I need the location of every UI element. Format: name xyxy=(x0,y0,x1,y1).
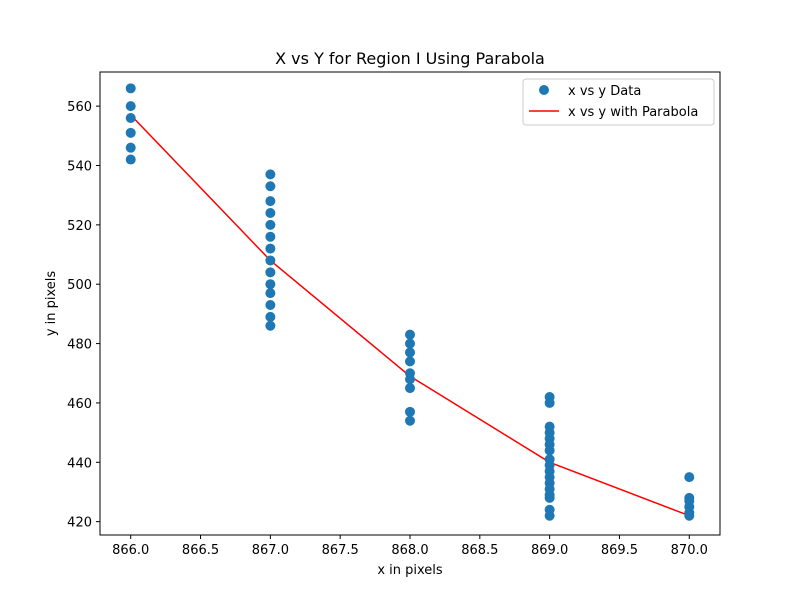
legend-label-scatter: x vs y Data xyxy=(568,84,641,99)
data-point xyxy=(125,101,136,112)
data-point xyxy=(265,169,276,180)
chart-title: X vs Y for Region I Using Parabola xyxy=(275,49,545,68)
legend-box xyxy=(522,78,715,126)
y-axis-label: y in pixels xyxy=(44,271,59,337)
x-axis-label: x in pixels xyxy=(377,563,443,578)
data-point xyxy=(544,445,555,456)
data-point xyxy=(125,142,136,153)
data-point xyxy=(265,288,276,299)
data-point xyxy=(265,219,276,230)
data-point xyxy=(405,347,415,358)
data-point xyxy=(265,243,276,254)
legend-label-line: x vs y with Parabola xyxy=(568,105,698,120)
y-tick-label: 520 xyxy=(67,219,92,234)
data-point xyxy=(405,383,415,394)
data-point xyxy=(265,207,276,218)
data-point xyxy=(125,113,136,124)
data-point xyxy=(265,299,276,310)
x-tick-label: 869.5 xyxy=(601,543,638,558)
y-tick-label: 560 xyxy=(67,100,92,115)
data-point xyxy=(125,127,136,138)
data-point xyxy=(265,267,276,278)
data-point xyxy=(544,397,555,408)
x-tick-label: 867.0 xyxy=(252,543,289,558)
data-point xyxy=(544,510,555,521)
data-point xyxy=(405,329,415,340)
legend-marker-scatter xyxy=(539,85,549,95)
x-tick-label: 870.0 xyxy=(671,543,708,558)
y-tick-label: 440 xyxy=(67,456,92,471)
data-point xyxy=(684,472,695,483)
x-tick-label: 868.5 xyxy=(461,543,498,558)
x-tick-label: 866.5 xyxy=(182,543,219,558)
data-point xyxy=(265,255,276,266)
data-point xyxy=(405,415,415,426)
data-point xyxy=(684,510,695,521)
y-tick-label: 420 xyxy=(67,516,92,531)
data-point xyxy=(265,279,276,290)
x-tick-label: 868.0 xyxy=(391,543,428,558)
data-point xyxy=(265,320,276,331)
data-point xyxy=(265,181,276,192)
data-point xyxy=(125,83,136,94)
y-tick-label: 500 xyxy=(67,278,92,293)
data-point xyxy=(265,196,276,207)
y-tick-label: 460 xyxy=(67,397,92,412)
scatter-layer xyxy=(125,83,695,521)
data-point xyxy=(265,311,276,322)
data-point xyxy=(265,231,276,242)
legend: x vs y Data x vs y with Parabola xyxy=(522,78,715,126)
data-point xyxy=(405,406,415,417)
y-axis: 420 440 460 480 500 520 540 560 xyxy=(67,100,100,531)
plot-area xyxy=(99,71,721,536)
data-point xyxy=(405,374,415,385)
data-point xyxy=(125,154,136,165)
data-point xyxy=(405,356,415,367)
y-tick-label: 540 xyxy=(67,159,92,174)
data-point xyxy=(405,338,415,349)
plot-background xyxy=(100,72,720,535)
y-tick-label: 480 xyxy=(67,338,92,353)
x-tick-label: 869.0 xyxy=(531,543,568,558)
data-point xyxy=(544,492,555,503)
x-tick-label: 866.0 xyxy=(112,543,149,558)
x-tick-label: 867.5 xyxy=(322,543,359,558)
x-axis: 866.0 866.5 867.0 867.5 868.0 868.5 869.0 869.5… xyxy=(112,535,708,558)
